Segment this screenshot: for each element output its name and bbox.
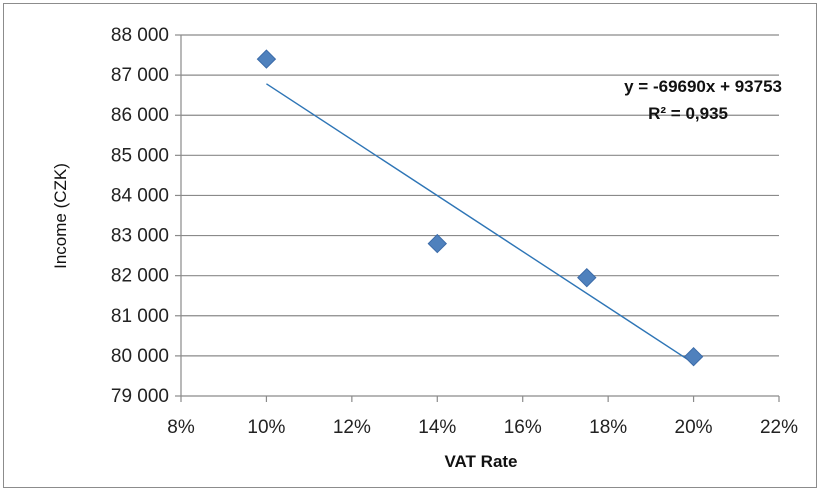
- data-point: [577, 267, 597, 288]
- x-tick-label: 22%: [760, 417, 798, 438]
- y-tick-label: 86 000: [111, 105, 169, 126]
- y-axis-title: Income (CZK): [51, 163, 70, 269]
- y-tick-label: 85 000: [111, 145, 169, 166]
- x-axis-title: VAT Rate: [444, 452, 517, 471]
- chart-frame: 79 000 80 000 81 000 82 000 83 000 84 000 85 0…: [3, 3, 817, 488]
- data-point: [427, 233, 447, 254]
- x-tick-label: 20%: [675, 417, 713, 438]
- x-tick-label: 18%: [589, 417, 627, 438]
- trendline-r-squared: R² = 0,935: [648, 104, 728, 123]
- gridlines: [181, 34, 779, 357]
- y-tick-labels: 79 000 80 000 81 000 82 000 83 000 84 000 85 0…: [111, 25, 169, 407]
- axes: [175, 34, 780, 402]
- trendline-equation: y = -69690x + 93753: [624, 77, 782, 96]
- y-tick-label: 87 000: [111, 65, 169, 86]
- x-tick-label: 8%: [167, 417, 195, 438]
- trendline-layer: [266, 83, 694, 364]
- data-points: [256, 49, 704, 367]
- data-point: [256, 49, 277, 69]
- y-tick-label: 81 000: [111, 306, 169, 327]
- y-tick-label: 80 000: [111, 346, 169, 367]
- trendline: [266, 83, 694, 364]
- y-tick-label: 83 000: [111, 226, 169, 247]
- data-point: [683, 346, 704, 367]
- x-tick-label: 10%: [247, 417, 285, 438]
- scatter-chart: 79 000 80 000 81 000 82 000 83 000 84 000 85 0…: [51, 25, 798, 471]
- x-tick-label: 16%: [504, 417, 542, 438]
- x-tick-label: 12%: [333, 417, 371, 438]
- y-tick-label: 88 000: [111, 25, 169, 46]
- y-tick-label: 79 000: [111, 386, 169, 407]
- x-tick-label: 14%: [418, 417, 456, 438]
- y-tick-label: 84 000: [111, 185, 169, 206]
- y-tick-label: 82 000: [111, 266, 169, 287]
- x-tick-labels: 8% 10% 12% 14% 16% 18% 20% 22%: [167, 417, 798, 438]
